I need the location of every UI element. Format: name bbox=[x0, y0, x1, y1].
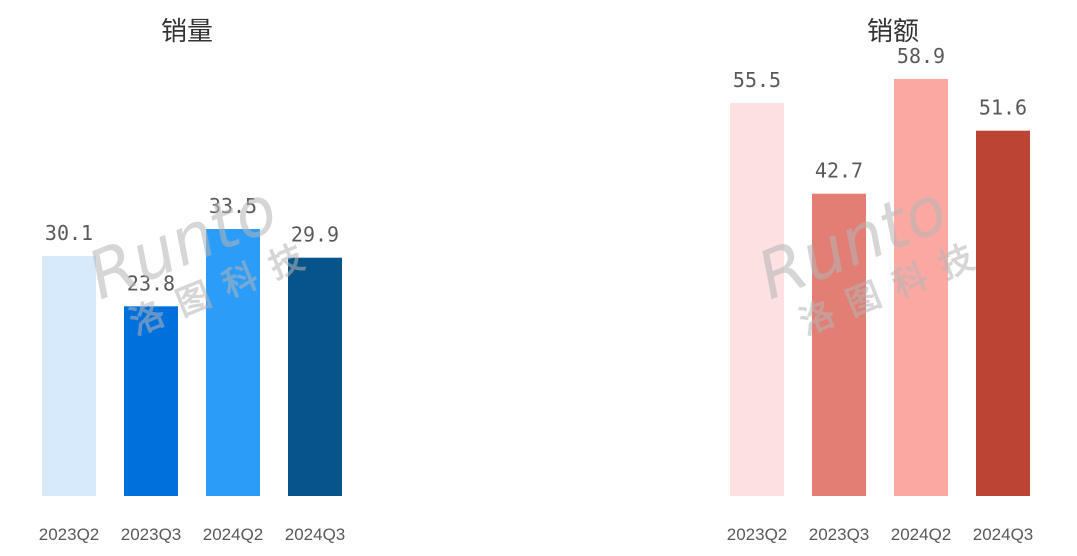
tick-label-2024Q2: 2024Q2 bbox=[203, 525, 264, 544]
amount-tick-labels: 2023Q2 2023Q3 2024Q2 2024Q3 bbox=[727, 525, 1034, 544]
value-label-2023Q2: 30.1 bbox=[45, 221, 93, 245]
bar-2023Q3 bbox=[124, 306, 178, 496]
value-label-2024Q3: 29.9 bbox=[291, 223, 339, 247]
bar-2023Q2 bbox=[42, 256, 96, 496]
tick-label-2023Q2: 2023Q2 bbox=[39, 525, 100, 544]
volume-value-labels: 30.1 23.8 33.5 29.9 bbox=[45, 194, 339, 295]
tick-label-2023Q3: 2023Q3 bbox=[809, 525, 870, 544]
value-label-2024Q2: 33.5 bbox=[209, 194, 257, 218]
tick-label-2023Q3: 2023Q3 bbox=[121, 525, 182, 544]
chart-title-volume: 销量 bbox=[161, 17, 213, 47]
watermark-right: Runto 洛图科技 bbox=[747, 170, 994, 343]
value-label-2024Q3: 51.6 bbox=[979, 96, 1027, 120]
bar-2024Q2 bbox=[894, 79, 948, 496]
sales-volume-chart: 销量 30.123.833.529.9 2023Q2 2023Q3 2024Q2 20… bbox=[39, 17, 346, 544]
sales-amount-chart: 销额 55.542.758.951.6 2023Q2 2023Q3 2024Q2 20… bbox=[727, 17, 1034, 544]
tick-label-2024Q2: 2024Q2 bbox=[891, 525, 952, 544]
volume-tick-labels: 2023Q2 2023Q3 2024Q2 2024Q3 bbox=[39, 525, 346, 544]
bar-2023Q3 bbox=[812, 193, 866, 497]
value-label-2023Q3: 23.8 bbox=[127, 271, 175, 295]
bar-2024Q3 bbox=[288, 257, 342, 496]
tick-label-2024Q3: 2024Q3 bbox=[973, 525, 1034, 544]
volume-bars bbox=[42, 229, 342, 496]
amount-bars bbox=[730, 79, 1030, 497]
bar-2024Q2 bbox=[206, 229, 260, 496]
chart-title-amount: 销额 bbox=[867, 17, 919, 47]
value-label-2024Q2: 58.9 bbox=[897, 44, 945, 68]
watermark-left: Runto 洛图科技 bbox=[77, 170, 324, 343]
tick-label-2024Q3: 2024Q3 bbox=[285, 525, 346, 544]
value-label-2023Q2: 55.5 bbox=[733, 68, 781, 92]
value-label-2023Q3: 42.7 bbox=[815, 159, 863, 183]
amount-value-labels: 55.5 42.7 58.9 51.6 bbox=[733, 44, 1027, 183]
bar-2023Q2 bbox=[730, 103, 784, 497]
tick-label-2023Q2: 2023Q2 bbox=[727, 525, 788, 544]
bar-2024Q3 bbox=[976, 130, 1030, 497]
